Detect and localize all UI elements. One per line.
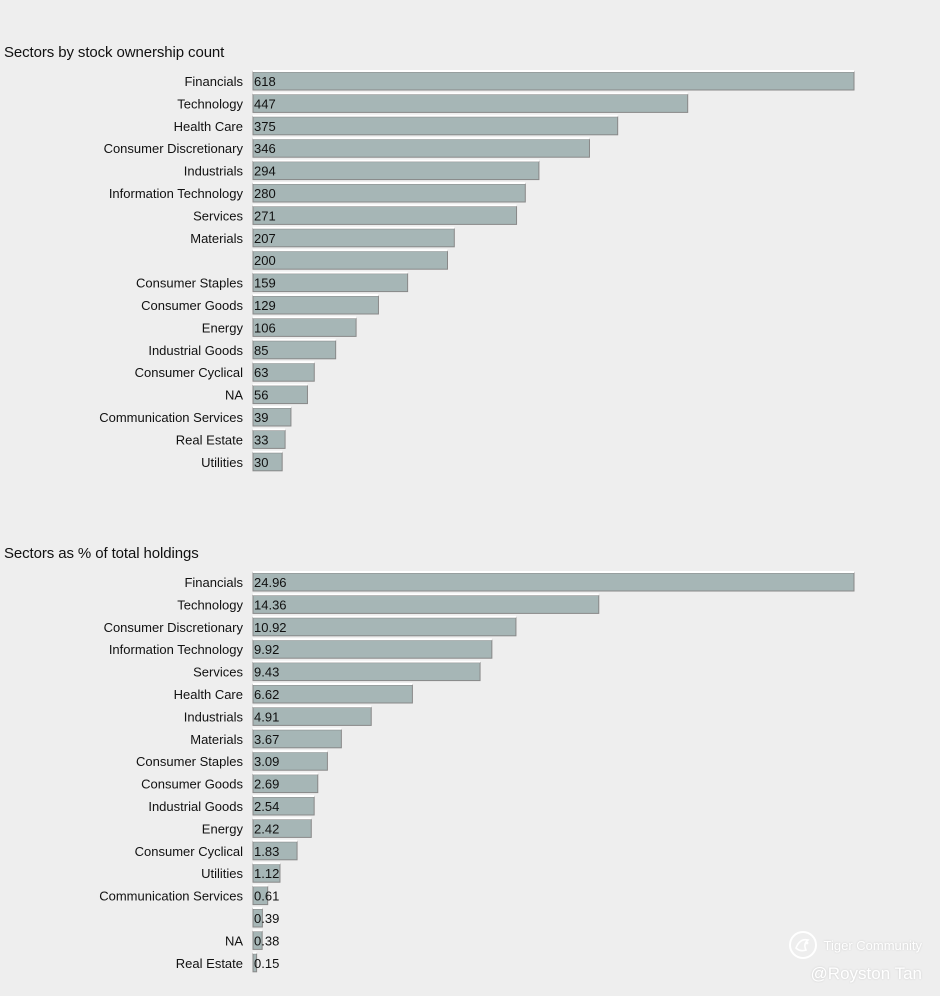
- category-label: Consumer Goods: [141, 298, 243, 313]
- category-label: Consumer Cyclical: [135, 844, 243, 859]
- value-label: 0.15: [254, 956, 279, 971]
- ownership-count-bar-chart: Financials 618 Technology 447 Health Care 375…: [99, 70, 855, 472]
- category-label: Energy: [202, 320, 244, 335]
- value-label: 2.42: [254, 821, 279, 836]
- value-label: 106: [254, 320, 276, 335]
- value-label: 4.91: [254, 709, 279, 724]
- bar: [252, 161, 540, 181]
- value-label: 14.36: [254, 597, 287, 612]
- category-label: Industrial Goods: [148, 343, 243, 358]
- category-label: Consumer Staples: [136, 754, 243, 769]
- category-label: Materials: [190, 732, 243, 747]
- category-label: Services: [193, 665, 243, 680]
- bar: [252, 116, 619, 136]
- value-label: 39: [254, 410, 268, 425]
- value-label: 2.69: [254, 777, 279, 792]
- category-label: Technology: [177, 597, 243, 612]
- bar: [252, 228, 455, 248]
- bar: [252, 273, 409, 293]
- value-label: 271: [254, 208, 276, 223]
- category-label: Services: [193, 208, 243, 223]
- watermark-brand-text: Tiger Community: [823, 937, 922, 953]
- value-label: 85: [254, 343, 268, 358]
- category-label: Consumer Goods: [141, 777, 243, 792]
- category-label: Financials: [184, 575, 243, 590]
- category-label: Information Technology: [109, 186, 244, 201]
- bar: [252, 71, 855, 91]
- category-label: Health Care: [174, 119, 243, 134]
- value-label: 6.62: [254, 687, 279, 702]
- value-label: 200: [254, 253, 276, 268]
- value-label: 346: [254, 141, 276, 156]
- value-label: 1.12: [254, 866, 279, 881]
- watermark-user: @Royston Tan: [810, 964, 922, 983]
- value-label: 24.96: [254, 575, 287, 590]
- value-label: 63: [254, 365, 268, 380]
- category-label: Communication Services: [99, 889, 243, 904]
- category-label: Financials: [184, 74, 243, 89]
- value-label: 294: [254, 164, 276, 179]
- category-label: Consumer Cyclical: [135, 365, 243, 380]
- value-label: 447: [254, 96, 276, 111]
- value-label: 375: [254, 119, 276, 134]
- value-label: 207: [254, 231, 276, 246]
- value-label: 10.92: [254, 620, 287, 635]
- bar: [252, 617, 517, 637]
- value-label: 0.39: [254, 911, 279, 926]
- value-label: 56: [254, 388, 268, 403]
- value-label: 9.43: [254, 665, 279, 680]
- bar: [252, 205, 518, 225]
- category-label: NA: [225, 388, 243, 403]
- category-label: Information Technology: [109, 642, 244, 657]
- value-label: 0.61: [254, 889, 279, 904]
- category-label: Materials: [190, 231, 243, 246]
- category-label: Real Estate: [176, 956, 243, 971]
- value-label: 3.09: [254, 754, 279, 769]
- category-label: Technology: [177, 96, 243, 111]
- category-label: Real Estate: [176, 432, 243, 447]
- bar: [252, 183, 526, 203]
- category-label: NA: [225, 933, 243, 948]
- category-label: Communication Services: [99, 410, 243, 425]
- pct-holdings-bar-chart: Financials 24.96 Technology 14.36 Consumer D…: [99, 571, 855, 973]
- bar: [252, 138, 590, 158]
- bar: [252, 706, 372, 726]
- value-label: 2.54: [254, 799, 279, 814]
- category-label: Consumer Discretionary: [104, 620, 244, 635]
- bar: [252, 594, 600, 614]
- bar: [252, 818, 312, 838]
- category-label: Industrials: [184, 164, 244, 179]
- bar: [252, 572, 855, 592]
- value-label: 618: [254, 74, 276, 89]
- value-label: 280: [254, 186, 276, 201]
- bar: [252, 662, 481, 682]
- category-label: Industrial Goods: [148, 799, 243, 814]
- value-label: 0.38: [254, 933, 279, 948]
- value-label: 9.92: [254, 642, 279, 657]
- category-label: Consumer Discretionary: [104, 141, 244, 156]
- bar: [252, 93, 689, 113]
- value-label: 3.67: [254, 732, 279, 747]
- chart-title-ownership-count: Sectors by stock ownership count: [4, 44, 225, 61]
- watermark-brand: Tiger Community: [788, 930, 922, 960]
- category-label: Utilities: [201, 455, 243, 470]
- tiger-logo-icon: [788, 931, 817, 959]
- value-label: 129: [254, 298, 276, 313]
- value-label: 30: [254, 455, 268, 470]
- chart-title-pct-holdings: Sectors as % of total holdings: [4, 545, 199, 562]
- category-label: Energy: [202, 821, 244, 836]
- bar: [252, 930, 263, 950]
- value-label: 33: [254, 432, 268, 447]
- category-label: Consumer Staples: [136, 276, 243, 291]
- bar: [252, 639, 493, 659]
- bar: [252, 250, 448, 270]
- bar: [252, 751, 328, 771]
- category-label: Industrials: [184, 709, 244, 724]
- category-label: Health Care: [174, 687, 243, 702]
- category-label: Utilities: [201, 866, 243, 881]
- value-label: 159: [254, 276, 276, 291]
- value-label: 1.83: [254, 844, 279, 859]
